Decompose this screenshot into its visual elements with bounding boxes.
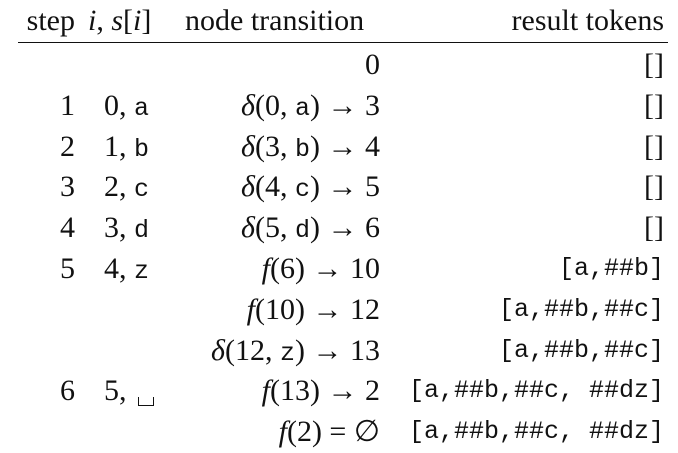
row-tokens: []	[644, 48, 664, 81]
row-transition: δ(3, b) → 4	[241, 127, 380, 170]
header-idx: [i]	[123, 4, 152, 37]
header-tokens: result tokens	[511, 4, 664, 37]
transition-part: (3,	[254, 129, 295, 163]
row-step: 2	[60, 129, 75, 163]
transition-part: ) → 13	[295, 333, 380, 367]
row-transition: 0	[365, 45, 380, 85]
transition-part: (4,	[254, 170, 295, 204]
transition-part: (2) = ∅	[286, 415, 380, 449]
row-transition: δ(5, d) → 6	[241, 208, 380, 251]
header-index-char: i, s[i]	[88, 1, 151, 41]
row-transition: δ(0, a) → 3	[241, 86, 380, 129]
row-char: a	[134, 93, 150, 123]
header-s: s	[111, 4, 124, 37]
row-step: 3	[60, 170, 75, 204]
row-index-char: 2, c	[104, 170, 150, 205]
row-transition: f(10) → 12	[247, 290, 380, 330]
row-tokens: [a,##b,##c, ##dz]	[408, 376, 664, 406]
row-tokens: [a,##b,##c]	[498, 294, 664, 324]
transition-part: ) → 4	[310, 129, 380, 163]
transition-part: ) → 3	[310, 88, 380, 122]
row-tokens: []	[644, 129, 664, 163]
row-char: c	[134, 175, 150, 205]
row-transition: f(6) → 10	[262, 249, 380, 289]
row-char: z	[134, 257, 150, 286]
header-rule	[18, 42, 668, 43]
row-index: 5	[104, 374, 119, 408]
row-char: d	[134, 216, 150, 246]
row-index: 4	[104, 252, 119, 285]
transition-part: z	[279, 338, 295, 368]
row-step: 4	[60, 211, 75, 245]
header-step: step	[26, 4, 75, 37]
transition-part: ) → 5	[310, 170, 380, 204]
transition-part: δ	[241, 170, 255, 204]
transition-part: f	[261, 374, 271, 408]
header-transition: node transition	[185, 4, 365, 37]
row-tokens: [a,##b,##c, ##dz]	[408, 417, 664, 447]
transition-part: δ	[211, 333, 225, 367]
transition-part: a	[294, 93, 310, 123]
row-tokens: []	[644, 170, 664, 204]
row-transition: δ(12, z) → 13	[211, 331, 380, 374]
header-i: i	[88, 4, 97, 37]
transition-part: (0,	[254, 88, 295, 122]
transition-part: (12,	[224, 333, 280, 367]
transition-part: 0	[365, 48, 380, 81]
transition-part: ) → 6	[310, 211, 380, 245]
transition-part: b	[294, 134, 310, 164]
row-index-char: 5,	[104, 371, 154, 411]
transition-part: δ	[241, 129, 255, 163]
row-step: 6	[60, 374, 75, 408]
transition-part: f	[246, 292, 256, 326]
row-index: 1	[104, 129, 119, 163]
transition-part: f	[261, 252, 271, 285]
row-transition: f(13) → 2	[262, 371, 380, 411]
row-transition: f(2) = ∅	[279, 412, 380, 452]
row-step: 5	[60, 252, 75, 285]
transition-part: (10) → 12	[255, 292, 380, 326]
transition-part: d	[294, 216, 310, 246]
row-char: b	[134, 134, 150, 164]
transition-part: (5,	[254, 211, 295, 245]
row-tokens: [a,##b]	[558, 254, 664, 283]
transition-part: f	[278, 415, 287, 449]
row-index-char: 1, b	[104, 129, 150, 164]
transition-part: c	[294, 175, 310, 205]
row-index-char: 3, d	[104, 211, 150, 246]
header-sep: ,	[96, 4, 112, 37]
transition-part: (6) → 10	[270, 252, 380, 285]
row-index-char: 4, z	[104, 252, 150, 286]
row-transition: δ(4, c) → 5	[241, 167, 380, 210]
row-tokens: [a,##b,##c]	[498, 335, 664, 365]
row-index: 3	[104, 211, 119, 245]
row-index-char: 0, a	[104, 88, 150, 123]
row-tokens: []	[644, 211, 664, 245]
transition-part: δ	[241, 211, 255, 245]
space-char-icon	[138, 397, 154, 407]
row-tokens: []	[644, 88, 664, 122]
row-step: 1	[60, 88, 75, 122]
transition-part: δ	[241, 88, 255, 122]
transition-part: (13) → 2	[270, 374, 380, 408]
row-index: 2	[104, 170, 119, 204]
row-index: 0	[104, 88, 119, 122]
